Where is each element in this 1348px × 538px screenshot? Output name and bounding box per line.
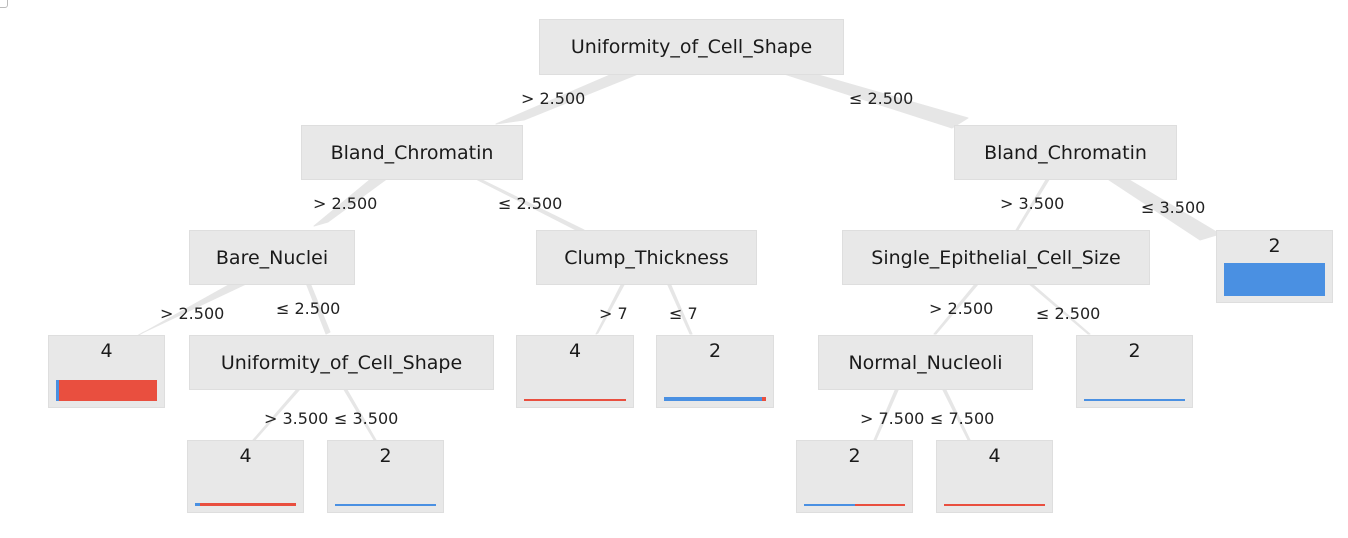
leaf-label: 2	[708, 340, 722, 362]
leaf-distribution-bar	[195, 503, 296, 506]
bar-segment-class-4	[854, 504, 905, 506]
bar-segment-class-4	[944, 504, 1045, 506]
leaf-label: 4	[568, 340, 582, 362]
leaf-uniformity2-gt[interactable]: 4	[187, 440, 304, 513]
edge-label-u2-right: ≤ 3.500	[334, 409, 399, 428]
bar-segment-class-2	[195, 503, 201, 506]
bar-segment-class-2	[56, 380, 60, 401]
node-label: Uniformity_of_Cell_Shape	[220, 351, 463, 374]
edge-label-se-left: > 2.500	[929, 299, 994, 318]
leaf-label: 2	[379, 445, 392, 467]
bar-segment-class-4	[761, 397, 766, 401]
node-label: Single_Epithelial_Cell_Size	[871, 246, 1121, 269]
leaf-label: 4	[239, 445, 252, 467]
leaf-distribution-bar	[1224, 263, 1325, 296]
leaf-distribution-bar	[804, 504, 905, 506]
edge-label-lb-right: ≤ 2.500	[498, 194, 563, 213]
leaf-distribution-bar	[944, 504, 1045, 506]
leaf-label: 4	[988, 445, 1001, 467]
node-label: Uniformity_of_Cell_Shape	[570, 36, 813, 58]
node-label: Clump_Thickness	[564, 246, 729, 269]
leaf-distribution-bar	[664, 397, 766, 401]
node-bland-chromatin-left[interactable]: Bland_Chromatin	[301, 125, 523, 180]
edge-label-bn-right: ≤ 2.500	[276, 299, 341, 318]
node-label: Normal_Nucleoli	[848, 351, 1003, 374]
leaf-label: 4	[100, 340, 113, 362]
edge-label-root-left: > 2.500	[521, 89, 586, 108]
node-label: Bare_Nuclei	[215, 246, 329, 269]
leaf-label: 2	[848, 445, 861, 467]
leaf-single-epi-le[interactable]: 2	[1076, 335, 1193, 408]
leaf-normal-nucleoli-gt[interactable]: 2	[796, 440, 913, 513]
bar-segment-class-2	[804, 504, 855, 506]
leaf-normal-nucleoli-le[interactable]: 4	[936, 440, 1053, 513]
node-uniformity-of-cell-shape-2[interactable]: Uniformity_of_Cell_Shape	[189, 335, 494, 390]
node-bare-nuclei[interactable]: Bare_Nuclei	[189, 230, 355, 285]
leaf-uniformity2-le[interactable]: 2	[327, 440, 444, 513]
node-label: Bland_Chromatin	[984, 141, 1147, 164]
leaf-clump-le[interactable]: 2	[656, 335, 774, 408]
edge-label-ct-right: ≤ 7	[669, 304, 698, 323]
leaf-distribution-bar	[1084, 399, 1185, 401]
leaf-bland-right-le[interactable]: 2	[1216, 230, 1333, 303]
leaf-distribution-bar	[524, 399, 626, 401]
bar-segment-class-4	[524, 399, 626, 401]
edge-label-nn-right: ≤ 7.500	[930, 409, 995, 428]
node-bland-chromatin-right[interactable]: Bland_Chromatin	[954, 125, 1177, 180]
edge-label-bn-left: > 2.500	[160, 304, 225, 323]
node-single-epithelial-cell-size[interactable]: Single_Epithelial_Cell_Size	[842, 230, 1150, 285]
edge-label-lb-left: > 2.500	[313, 194, 378, 213]
edge-label-rb-left: > 3.500	[1000, 194, 1065, 213]
bar-segment-class-4	[59, 380, 157, 401]
node-clump-thickness[interactable]: Clump_Thickness	[536, 230, 757, 285]
leaf-label: 2	[1128, 340, 1141, 362]
bar-segment-class-4	[200, 503, 296, 506]
bar-segment-class-2	[1224, 263, 1325, 296]
edge-label-se-right: ≤ 2.500	[1036, 304, 1101, 323]
edge-label-nn-left: > 7.500	[860, 409, 925, 428]
leaf-distribution-bar	[56, 380, 157, 401]
leaf-label: 2	[1268, 235, 1281, 257]
edge-label-rb-right: ≤ 3.500	[1141, 198, 1206, 217]
node-root-uniformity-of-cell-shape[interactable]: Uniformity_of_Cell_Shape	[539, 19, 844, 75]
edge-label-root-right: ≤ 2.500	[849, 89, 914, 108]
corner-handle	[0, 0, 8, 8]
bar-segment-class-2	[1084, 399, 1185, 401]
leaf-clump-gt[interactable]: 4	[516, 335, 634, 408]
edge-label-u2-left: > 3.500	[264, 409, 329, 428]
node-label: Bland_Chromatin	[330, 141, 494, 164]
bar-segment-class-2	[664, 397, 762, 401]
leaf-distribution-bar	[335, 504, 436, 506]
bar-segment-class-2	[335, 504, 436, 506]
leaf-bare-nuclei-gt[interactable]: 4	[48, 335, 165, 408]
edge-label-ct-left: > 7	[599, 304, 628, 323]
node-normal-nucleoli[interactable]: Normal_Nucleoli	[818, 335, 1033, 390]
